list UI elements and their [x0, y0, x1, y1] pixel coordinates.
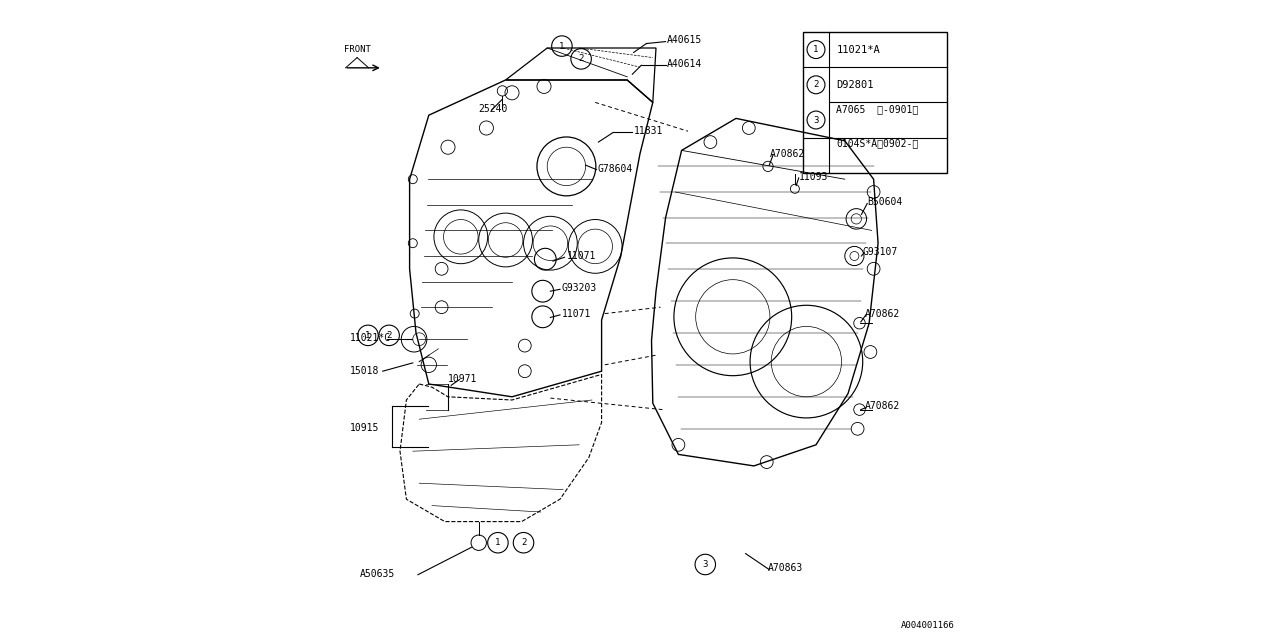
- Text: A50635: A50635: [360, 569, 396, 579]
- Text: B50604: B50604: [868, 196, 902, 207]
- Text: G93203: G93203: [562, 283, 598, 293]
- Text: D92801: D92801: [837, 80, 874, 90]
- Text: G78604: G78604: [596, 164, 632, 174]
- Text: 2: 2: [813, 80, 819, 90]
- Text: 11021*A: 11021*A: [837, 45, 881, 54]
- Text: A70863: A70863: [768, 563, 804, 573]
- Text: 2: 2: [387, 331, 392, 340]
- Text: A40614: A40614: [667, 59, 703, 69]
- Text: 1: 1: [495, 538, 500, 547]
- Text: 10971: 10971: [448, 374, 477, 384]
- Text: 0104S*A（0902-）: 0104S*A（0902-）: [837, 138, 919, 148]
- Text: 3: 3: [813, 115, 819, 125]
- Text: A004001166: A004001166: [901, 621, 955, 630]
- Bar: [804, 32, 947, 173]
- Text: 11831: 11831: [634, 126, 663, 136]
- Text: 11093: 11093: [799, 172, 828, 182]
- Text: G93107: G93107: [863, 246, 899, 257]
- Text: FRONT: FRONT: [344, 45, 370, 54]
- Text: 11071: 11071: [566, 251, 595, 261]
- Text: 15018: 15018: [349, 366, 379, 376]
- Text: A7065  （-0901）: A7065 （-0901）: [837, 104, 919, 115]
- Text: 2: 2: [521, 538, 526, 547]
- Text: A70862: A70862: [865, 401, 901, 412]
- Text: 11071: 11071: [562, 308, 591, 319]
- Text: 1: 1: [813, 45, 819, 54]
- Text: 11021*C: 11021*C: [349, 333, 390, 343]
- Text: A40615: A40615: [667, 35, 703, 45]
- Text: 1: 1: [365, 331, 371, 340]
- Text: 25240: 25240: [479, 104, 508, 114]
- Text: 10915: 10915: [349, 422, 379, 433]
- Text: 1: 1: [559, 42, 564, 51]
- Text: 3: 3: [703, 560, 708, 569]
- Text: A70862: A70862: [771, 148, 805, 159]
- Text: A70862: A70862: [865, 308, 901, 319]
- Text: 2: 2: [579, 54, 584, 63]
